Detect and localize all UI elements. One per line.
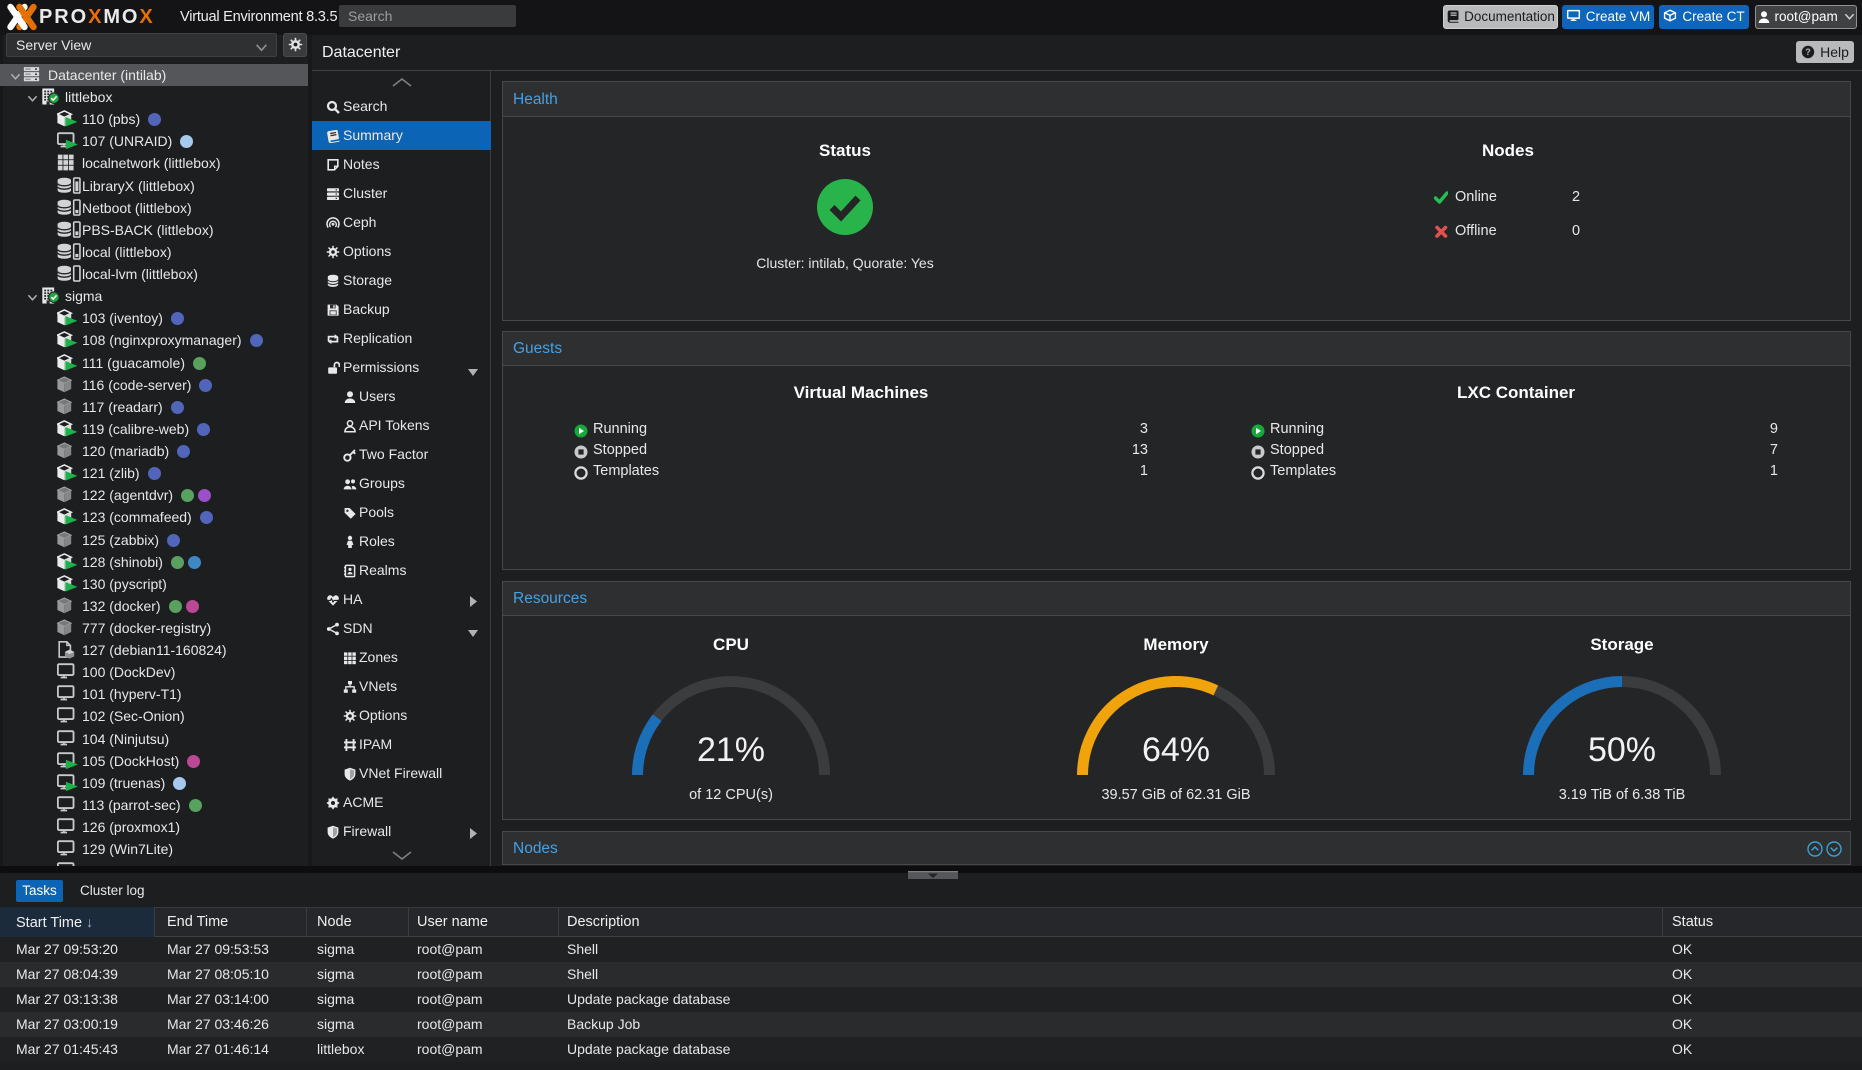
svg-text:?: ? [1805, 47, 1811, 57]
